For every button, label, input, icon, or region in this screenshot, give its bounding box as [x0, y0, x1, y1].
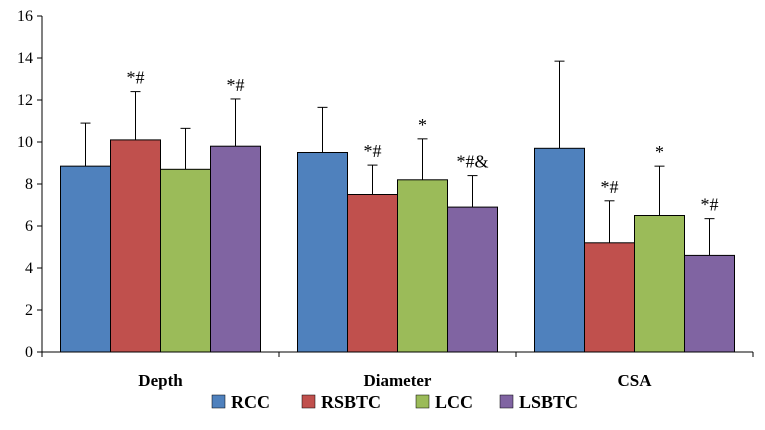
bar-rsbtc-csa: [584, 242, 635, 353]
y-tick-label: 8: [25, 176, 33, 193]
y-tick-label: 0: [25, 344, 33, 361]
bar-lsbtc-csa: [684, 254, 735, 353]
significance-label: *#: [601, 177, 619, 197]
bar-lsbtc-diameter: [447, 206, 498, 353]
significance-label: *#: [701, 195, 719, 215]
x-category-label: CSA: [617, 371, 652, 390]
y-tick-label: 10: [17, 134, 33, 151]
bar-rsbtc-depth: [110, 139, 161, 353]
bar-rcc-csa: [534, 147, 585, 353]
legend-label-lcc: LCC: [435, 392, 473, 412]
x-category-label: Diameter: [364, 371, 432, 390]
legend-label-rsbtc: RSBTC: [321, 392, 381, 412]
legend-swatch-lsbtc: [499, 394, 514, 409]
bar-lsbtc-depth: [210, 145, 261, 353]
legend-swatch-rcc: [211, 394, 226, 409]
significance-label: *#: [227, 75, 245, 95]
significance-label: *: [655, 142, 664, 162]
legend-swatch-rsbtc: [301, 394, 316, 409]
significance-annotations: *# *# *# * *#& *# * *#: [127, 68, 719, 215]
y-tick-label: 6: [25, 218, 33, 235]
legend-label-rcc: RCC: [231, 392, 270, 412]
bars: [60, 139, 735, 353]
y-tick-label: 12: [17, 92, 33, 109]
legend-label-lsbtc: LSBTC: [519, 392, 578, 412]
x-category-label: Depth: [138, 371, 183, 390]
significance-label: *: [418, 115, 427, 135]
bar-lcc-diameter: [397, 179, 448, 353]
y-tick-label: 16: [17, 8, 33, 25]
legend-swatch-lcc: [415, 394, 430, 409]
bar-lcc-depth: [160, 168, 211, 353]
legend: RCC RSBTC LCC LSBTC: [211, 392, 578, 412]
bar-lcc-csa: [634, 215, 685, 353]
significance-label: *#: [364, 141, 382, 161]
axis-labels: 0 2 4 6 8 10 12 14 16 Depth Diameter CSA: [17, 8, 652, 390]
significance-label: *#: [127, 68, 145, 88]
error-bars: [80, 60, 715, 256]
bar-rcc-diameter: [297, 152, 348, 353]
significance-label: *#&: [456, 152, 488, 172]
y-tick-label: 4: [25, 260, 33, 277]
y-tick-label: 14: [17, 50, 33, 67]
y-tick-label: 2: [25, 302, 33, 319]
bar-rsbtc-diameter: [347, 194, 398, 353]
bar-rcc-depth: [60, 165, 111, 353]
